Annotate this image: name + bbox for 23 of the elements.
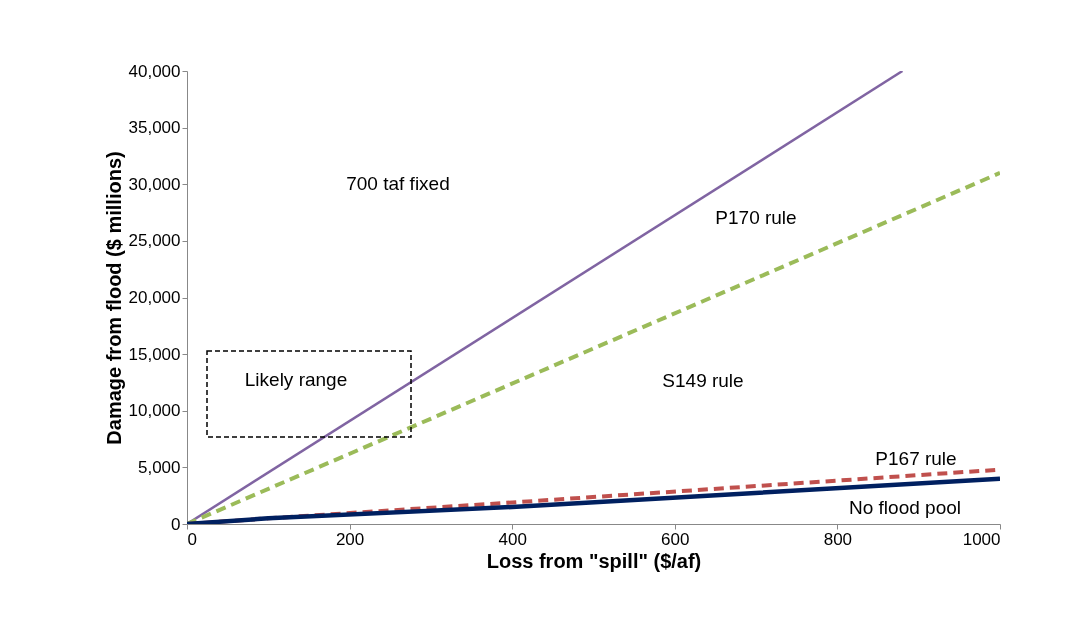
y-tick-label: 0: [171, 514, 181, 534]
annotation: 700 taf fixed: [346, 173, 450, 194]
x-axis-title: Loss from "spill" ($/af): [486, 549, 702, 572]
x-tick-label: 600: [661, 529, 690, 549]
y-tick-label: 40,000: [128, 61, 181, 81]
annotation: No flood pool: [849, 497, 961, 518]
y-tick-label: 15,000: [128, 344, 181, 364]
y-axis-title: Damage from flood ($ millions): [102, 151, 125, 445]
y-tick-label: 5,000: [137, 457, 181, 477]
x-tick-label: 0: [187, 529, 197, 549]
y-tick-label: 25,000: [128, 231, 181, 251]
x-tick-label: 200: [335, 529, 365, 549]
annotation: S149 rule: [662, 370, 744, 391]
x-tick-label: 400: [498, 529, 527, 549]
y-tick-label: 35,000: [128, 118, 181, 138]
y-tick-label: 10,000: [128, 401, 181, 421]
x-tick-label: 800: [823, 529, 853, 549]
annotation: Likely range: [244, 369, 348, 390]
y-tick-label: 30,000: [128, 174, 181, 194]
annotation: P170 rule: [715, 207, 797, 228]
x-tick-label: 1000: [962, 529, 1001, 549]
annotation: P167 rule: [875, 448, 957, 469]
y-tick-label: 20,000: [128, 288, 181, 307]
